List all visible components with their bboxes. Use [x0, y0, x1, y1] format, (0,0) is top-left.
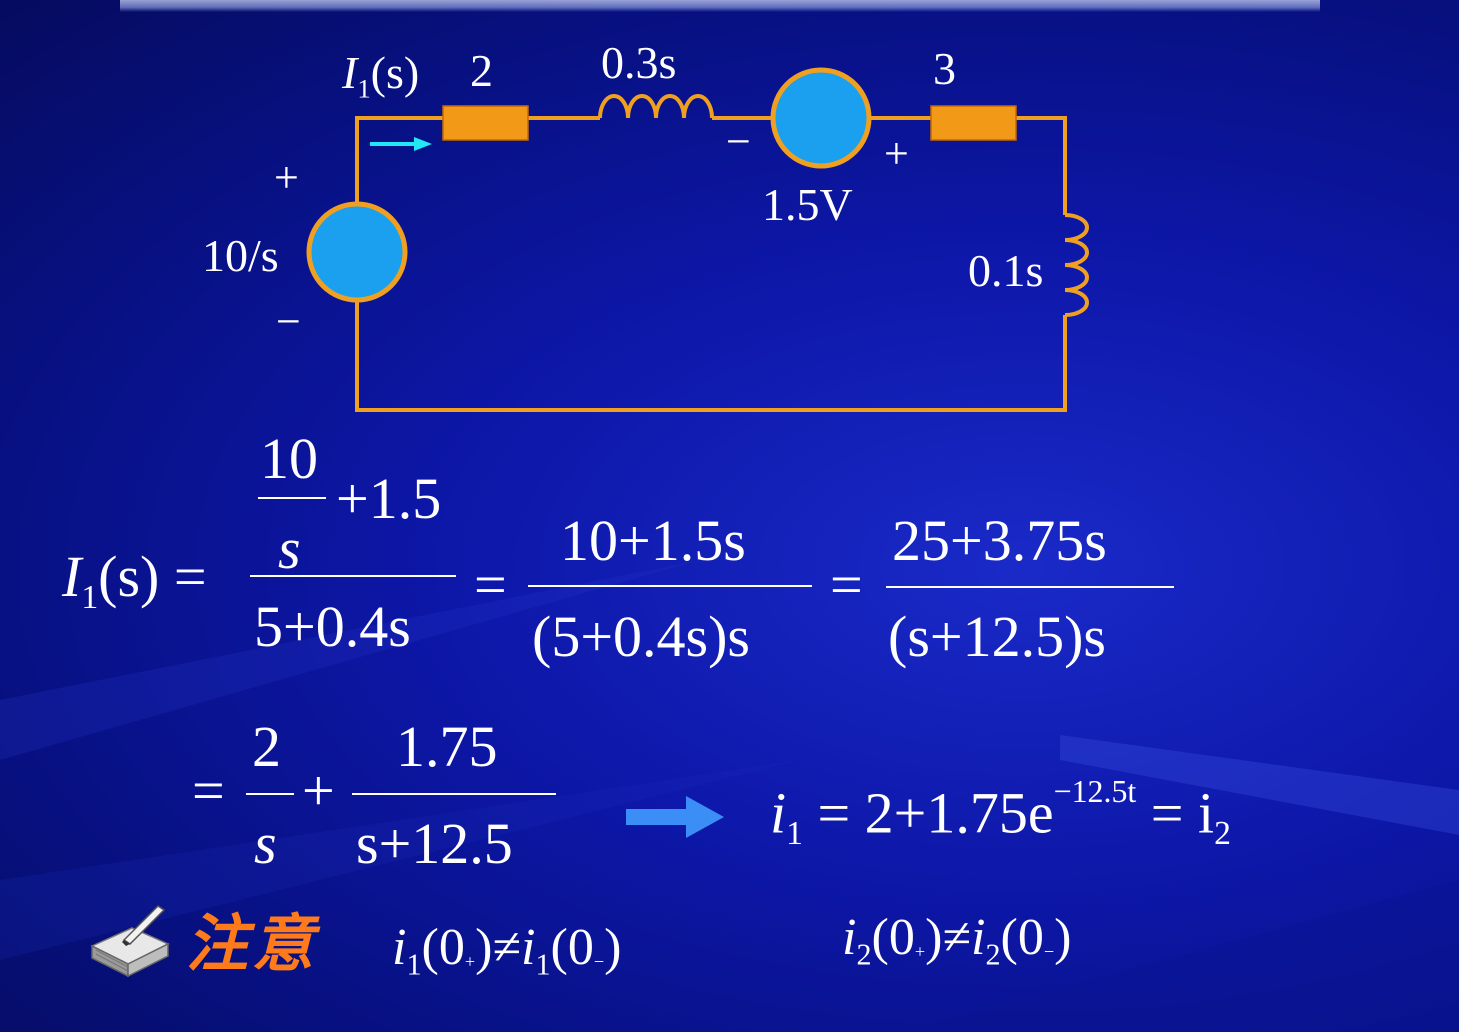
resistor-left-label: 2 [470, 45, 493, 96]
resistor-right-label: 3 [933, 43, 956, 94]
note-label: 注意 [186, 907, 319, 980]
voltage-source-left [306, 201, 408, 303]
note-inequality-2: i2(0+)≠i2(0−) [842, 909, 1072, 972]
implies-arrow-icon [626, 796, 724, 838]
eq1-lhs: I1(s) = [62, 544, 207, 616]
eq1-equals-2: = [474, 552, 507, 617]
note-inequality-1: i1(0+)≠i1(0−) [392, 919, 622, 982]
inductor-top-label: 0.3s [601, 37, 677, 88]
title-strip [120, 0, 1320, 12]
eq2-frac-b-num: 1.75 [396, 714, 498, 779]
inductor-right-shape [1064, 213, 1089, 317]
inductor-top-shape [598, 94, 714, 119]
voltage-source-mid [770, 67, 872, 169]
eq1-frac1-bar [250, 575, 456, 577]
wire [355, 116, 1067, 412]
eq1-frac2-den: (5+0.4s)s [532, 604, 750, 669]
source-left-value: 10/s [202, 230, 279, 281]
eq2-frac-b-den: s+12.5 [356, 811, 513, 876]
eq2-frac-b-bar [352, 793, 556, 795]
eq2-frac-a-bar [246, 793, 294, 795]
eq1-frac3-den: (s+12.5)s [888, 604, 1106, 669]
current-arrow-head [414, 137, 432, 151]
eq1-frac1-den: 5+0.4s [254, 594, 411, 659]
eq2-equals: = [192, 758, 225, 823]
eq1-frac3-bar [886, 586, 1174, 588]
eq2-plus: + [302, 758, 335, 823]
eq1-frac1-plus: +1.5 [336, 466, 442, 531]
source-left-plus: + [274, 153, 299, 202]
eq1-frac2-bar [528, 585, 812, 587]
eq1-frac1-inner-bar [258, 497, 326, 499]
eq1-equals-3: = [830, 552, 863, 617]
source-mid-minus: − [726, 117, 751, 166]
eq1-frac3-num: 25+3.75s [892, 508, 1107, 573]
eq2-frac-a-den: s [254, 811, 277, 876]
source-left-minus: − [276, 297, 301, 346]
source-mid-plus: + [884, 129, 909, 178]
eq1-frac1-inner-den: s [278, 516, 301, 581]
current-label: I1(s) [342, 47, 420, 104]
inductor-right-label: 0.1s [968, 245, 1044, 296]
wire [1016, 116, 1067, 215]
eq1-frac1-inner-num: 10 [260, 426, 318, 491]
eq2-result: i1 = 2+1.75e−12.5t = i2 [770, 774, 1231, 853]
resistor-left-shape [442, 105, 529, 141]
eq1-frac2-num: 10+1.5s [560, 508, 746, 573]
eq2-frac-a-num: 2 [252, 714, 281, 779]
book-note-icon [90, 905, 170, 978]
circuit-diagram [306, 67, 1089, 412]
resistor-right-shape [930, 105, 1017, 141]
source-mid-value: 1.5V [762, 179, 853, 230]
